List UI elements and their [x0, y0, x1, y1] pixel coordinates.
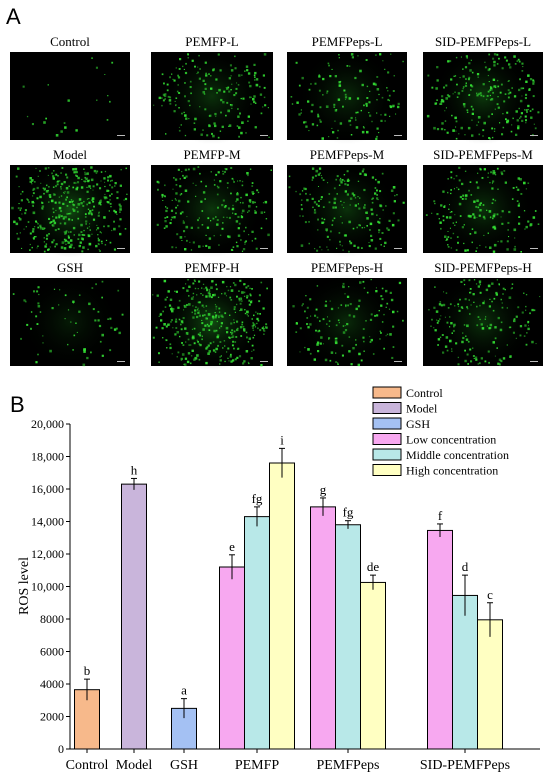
- x-tick-label: Control: [66, 758, 109, 773]
- y-tick-label: 0: [58, 742, 64, 756]
- y-tick-label: 18,000: [31, 450, 64, 464]
- legend-label: High concentration: [406, 464, 498, 478]
- micrograph-image: [151, 160, 273, 258]
- micrograph-image: [10, 52, 130, 140]
- micrograph-grid: Control PEMFP-L PEMFPeps-L SID-PEMFPeps-L Mo…: [10, 34, 543, 371]
- x-tick-label: SID-PEMFPeps: [420, 758, 510, 773]
- bar: [121, 483, 147, 750]
- legend-swatch: [372, 417, 402, 430]
- bar: [477, 619, 503, 750]
- micrograph-image: [423, 160, 543, 258]
- bar: [452, 594, 478, 750]
- significance-letter: a: [181, 683, 187, 698]
- significance-letter: fg: [343, 505, 354, 520]
- significance-letter: h: [131, 462, 138, 477]
- y-tick-label: 12,000: [31, 547, 64, 561]
- bar-chart: 0 2000 4000 6000 8000 10,000 12,000 14,000 16,00…: [31, 417, 540, 773]
- y-tick-label: 4000: [40, 677, 64, 691]
- legend-swatch: [372, 386, 402, 399]
- micrograph-caption: SID-PEMFPeps-H: [434, 260, 532, 275]
- micrograph-caption: PEMFPeps-H: [311, 260, 383, 275]
- y-tick-label: 16,000: [31, 482, 64, 496]
- legend-swatch: [372, 448, 402, 461]
- micrograph-image: [151, 273, 273, 371]
- micrograph-image: [287, 47, 407, 145]
- significance-letter: b: [84, 663, 91, 678]
- legend-swatch: [372, 464, 402, 476]
- bar: [244, 516, 270, 750]
- micrograph-caption: GSH: [57, 260, 83, 275]
- legend-label: Control: [406, 386, 443, 400]
- significance-letter: i: [280, 432, 284, 447]
- y-tick-label: 8000: [40, 612, 64, 626]
- significance-letter: de: [367, 559, 380, 574]
- y-tick-label: 2000: [40, 710, 64, 724]
- legend-label: Low concentration: [406, 433, 496, 447]
- legend-label: Model: [406, 402, 438, 416]
- panel-a-label: A: [6, 4, 21, 29]
- bar: [219, 566, 245, 750]
- significance-letter: f: [438, 508, 443, 523]
- y-tick-label: 14,000: [31, 515, 64, 529]
- micrograph-image: [423, 47, 543, 145]
- significance-letter: g: [320, 482, 327, 497]
- legend-label: GSH: [406, 417, 430, 431]
- x-tick-label: PEMFP: [235, 758, 280, 773]
- micrograph-caption: PEMFPeps-L: [312, 34, 383, 49]
- significance-letter: fg: [252, 491, 263, 506]
- micrograph-image: [287, 273, 407, 371]
- micrograph-image: [287, 160, 407, 258]
- micrograph-caption: SID-PEMFPeps-L: [435, 34, 531, 49]
- bar: [360, 581, 386, 750]
- micrograph-caption: Control: [50, 34, 90, 49]
- x-tick-label: Model: [116, 758, 153, 773]
- micrograph-image: [423, 273, 543, 371]
- micrograph-caption: Model: [53, 147, 87, 162]
- significance-letter: e: [229, 539, 235, 554]
- micrograph-caption: PEMFPeps-M: [310, 147, 385, 162]
- x-tick-label: GSH: [170, 758, 198, 773]
- panel-b-label: B: [10, 392, 25, 417]
- micrograph-caption: PEMFP-L: [185, 34, 239, 49]
- bar: [310, 506, 336, 750]
- y-tick-label: 10,000: [31, 580, 64, 594]
- bar: [269, 462, 295, 750]
- y-tick-label: 20,000: [31, 417, 64, 431]
- legend-label: Middle concentration: [406, 448, 509, 462]
- micrograph-caption: PEMFP-H: [185, 260, 240, 275]
- micrograph-image: [10, 273, 130, 371]
- bar: [427, 529, 453, 750]
- legend-swatch: [372, 433, 402, 445]
- micrograph-image: [10, 160, 130, 258]
- bar: [335, 524, 361, 750]
- legend-swatch: [372, 402, 402, 414]
- significance-letter: c: [487, 587, 493, 602]
- micrograph-caption: PEMFP-M: [183, 147, 241, 162]
- x-tick-label: PEMFPeps: [316, 758, 379, 773]
- y-tick-label: 6000: [40, 645, 64, 659]
- micrograph-caption: SID-PEMFPeps-M: [433, 147, 533, 162]
- micrograph-image: [151, 47, 273, 145]
- significance-letter: d: [462, 559, 469, 574]
- y-axis-title: ROS level: [17, 557, 32, 615]
